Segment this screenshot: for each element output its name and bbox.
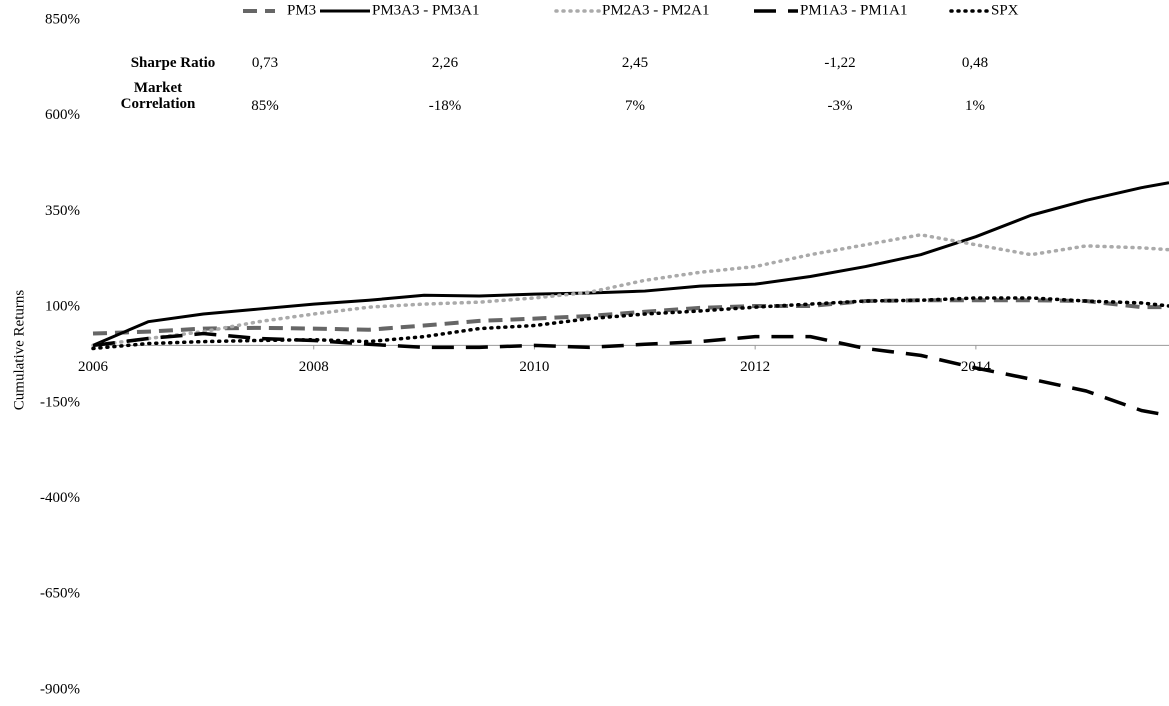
x-tick-label: 2006 <box>78 359 109 375</box>
legend-label: PM3A3 - PM3A1 <box>372 2 480 18</box>
y-tick-label: -650% <box>40 586 80 602</box>
series-line <box>91 296 1169 351</box>
legend-label: PM3 <box>287 2 316 18</box>
x-tick-label: 2010 <box>519 359 549 375</box>
series-line <box>92 181 1169 347</box>
table-cell: 1% <box>965 98 985 114</box>
series-line <box>92 298 1169 336</box>
legend-label: PM2A3 - PM2A1 <box>602 2 710 18</box>
table-cell: 7% <box>625 98 645 114</box>
y-tick-label: 100% <box>45 299 80 315</box>
table-cell: -18% <box>428 98 462 114</box>
y-tick-label: 600% <box>45 107 80 123</box>
table-row-label: Sharpe Ratio <box>130 55 216 71</box>
legend-label: PM1A3 - PM1A1 <box>800 2 908 18</box>
table-row-label: Market Correlation <box>120 80 196 112</box>
table-cell: 2,45 <box>621 55 649 71</box>
y-axis-label: Cumulative Returns <box>11 290 27 411</box>
table-cell: 0,48 <box>961 55 989 71</box>
y-tick-label: 350% <box>45 203 80 219</box>
y-tick-label: -400% <box>40 490 80 506</box>
table-cell: 85% <box>251 98 279 114</box>
series-line <box>91 233 1169 348</box>
x-tick-label: 2012 <box>740 359 770 375</box>
table-cell: -1,22 <box>824 55 856 71</box>
table-cell: -3% <box>827 98 853 114</box>
legend-label: SPX <box>991 2 1019 18</box>
table-cell: 0,73 <box>251 55 279 71</box>
y-tick-label: -900% <box>40 681 80 697</box>
table-cell: 2,26 <box>431 55 459 71</box>
x-tick-label: 2008 <box>299 359 329 375</box>
y-tick-label: -150% <box>40 394 80 410</box>
y-tick-label: 850% <box>45 11 80 27</box>
